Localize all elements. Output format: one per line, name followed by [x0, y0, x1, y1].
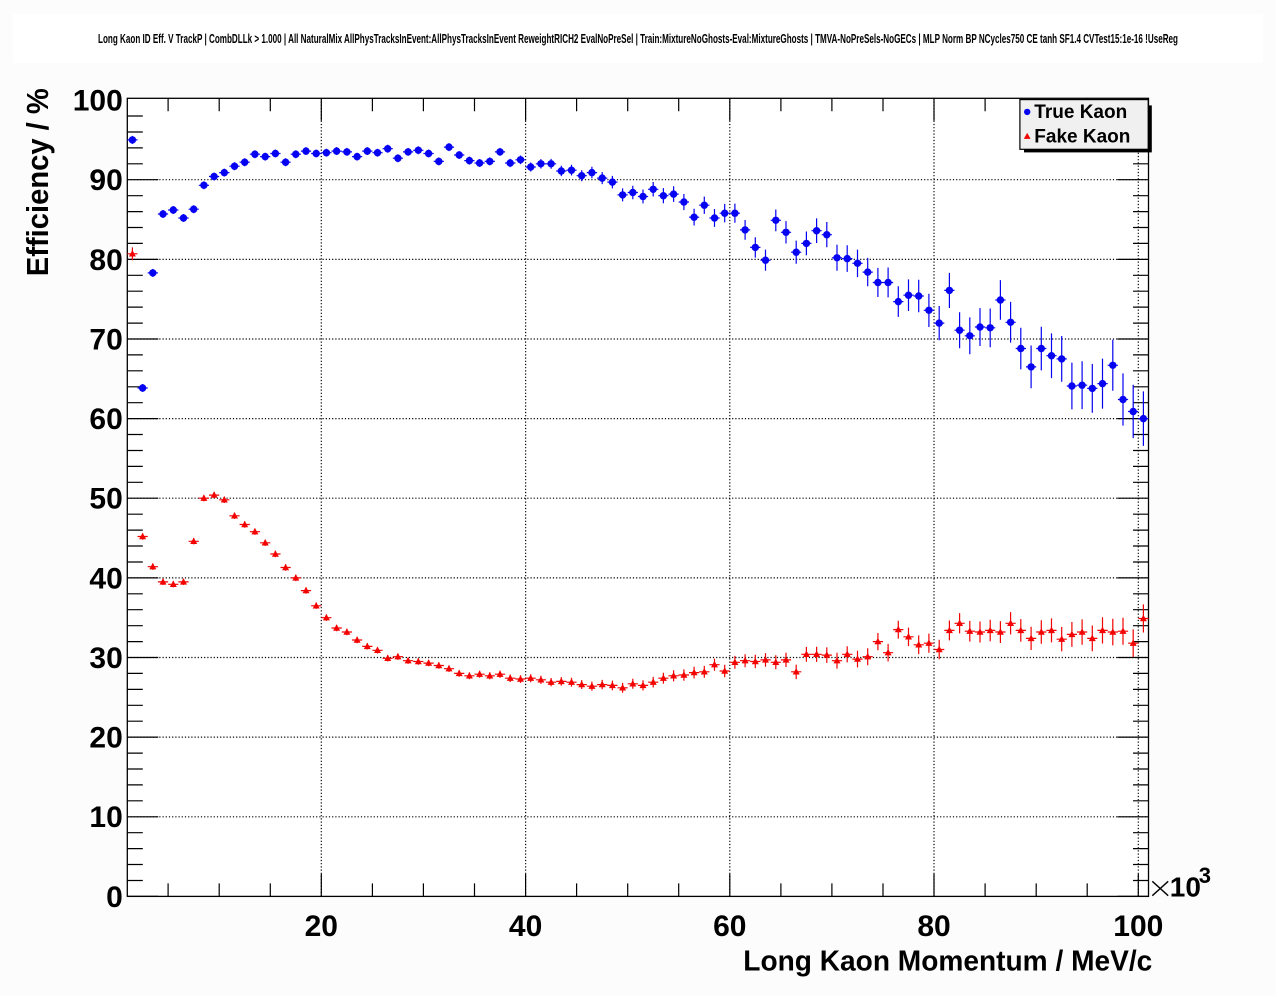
svg-text:60: 60: [713, 910, 746, 943]
svg-text:100: 100: [1113, 910, 1163, 943]
svg-text:40: 40: [89, 562, 122, 595]
svg-text:30: 30: [89, 642, 122, 675]
svg-text:10: 10: [1170, 872, 1201, 903]
svg-text:100: 100: [73, 85, 123, 118]
svg-text:60: 60: [89, 403, 122, 436]
svg-text:Long Kaon Momentum / MeV/c: Long Kaon Momentum / MeV/c: [743, 946, 1152, 978]
svg-text:70: 70: [89, 323, 122, 356]
svg-text:20: 20: [89, 722, 122, 755]
svg-text:50: 50: [89, 483, 122, 516]
svg-text:20: 20: [305, 910, 338, 943]
svg-text:True Kaon: True Kaon: [1034, 102, 1127, 123]
svg-text:0: 0: [106, 881, 123, 914]
svg-text:40: 40: [509, 910, 542, 943]
svg-text:90: 90: [89, 164, 122, 197]
svg-text:10: 10: [89, 801, 122, 834]
svg-text:Long Kaon ID Eff. V TrackP | C: Long Kaon ID Eff. V TrackP | CombDLLk > …: [98, 31, 1178, 46]
svg-text:Efficiency / %: Efficiency / %: [21, 88, 55, 276]
svg-text:3: 3: [1199, 863, 1211, 888]
svg-text:Fake Kaon: Fake Kaon: [1034, 126, 1130, 147]
svg-text:80: 80: [89, 244, 122, 277]
svg-text:80: 80: [917, 910, 950, 943]
